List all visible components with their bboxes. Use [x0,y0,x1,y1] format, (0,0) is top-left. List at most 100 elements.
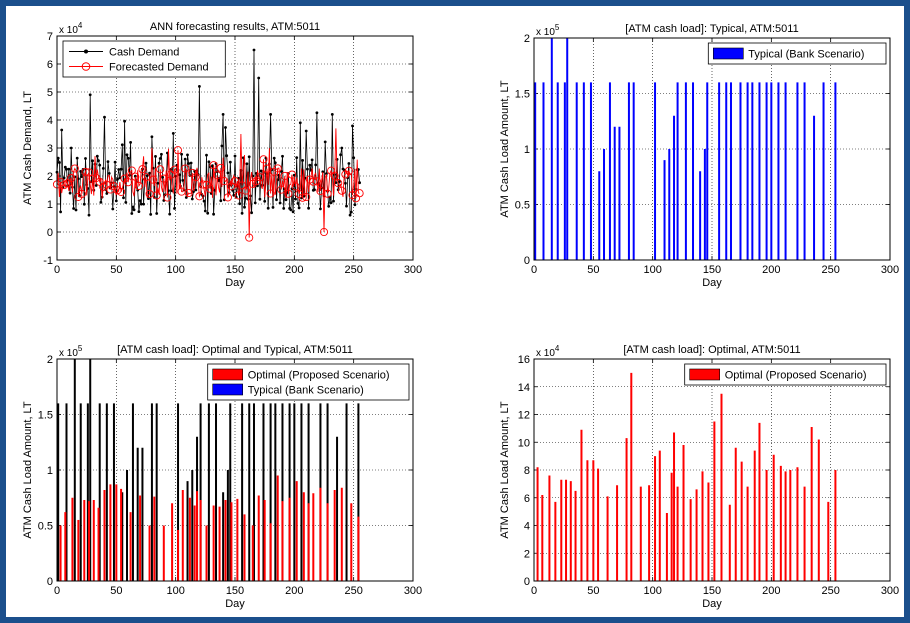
legend-box [707,42,887,65]
data-point-forecasted-demand [141,173,151,182]
data-point-cash-demand [160,152,163,156]
data-point-forecasted-demand [70,164,79,173]
data-point-cash-demand [117,168,121,171]
data-point-cash-demand [296,202,300,205]
x-tick-label: 0 [531,585,537,597]
data-point-forecasted-demand [198,180,208,189]
data-point-cash-demand [353,203,357,207]
data-point-cash-demand [97,159,100,163]
data-point-cash-demand [114,199,118,203]
data-point-cash-demand [62,176,66,180]
y-tick-label: 1 [524,144,530,156]
data-point-cash-demand [294,197,297,201]
data-point-cash-demand [202,199,206,203]
data-point-cash-demand [225,154,229,158]
y-tick-label: 1 [47,199,53,211]
legend-label: Optimal (Proposed Scenario) [248,370,390,382]
data-point-forecasted-demand [245,233,254,242]
data-point-cash-demand [94,184,98,187]
y-tick-label: 2 [524,548,530,560]
legend-label: Typical (Bank Scenario) [248,385,364,397]
data-point-cash-demand [206,211,210,215]
data-point-cash-demand [338,180,341,184]
y-tick-label: -1 [43,255,53,267]
data-point-forecasted-demand [170,165,179,174]
data-point-forecasted-demand [156,165,165,174]
x-tick-label: 0 [54,264,60,276]
data-point-cash-demand [298,121,302,125]
y-tick-label: 0 [47,227,53,239]
data-point-cash-demand [233,154,237,158]
legend-box [684,363,887,386]
data-point-forecasted-demand [131,172,140,181]
data-point-forecasted-demand [255,173,264,182]
x-tick-label: 100 [166,585,184,597]
data-point-cash-demand [289,208,293,212]
data-point-forecasted-demand [113,186,122,195]
data-point-cash-demand [348,213,352,217]
y-tick-label: 1 [47,465,53,477]
data-point-cash-demand [313,188,316,192]
y-tick-label: 1.5 [515,89,530,101]
data-point-cash-demand [184,196,188,199]
data-point-forecasted-demand [159,174,168,183]
legend-swatch [212,368,243,381]
data-point-forecasted-demand [152,191,161,200]
axis-exponent-power: 5 [555,23,560,32]
data-point-cash-demand [332,199,335,203]
x-tick-label: 50 [110,264,122,276]
data-point-cash-demand [358,181,361,185]
data-point-cash-demand [142,202,146,206]
data-point-forecasted-demand [259,155,268,164]
data-point-cash-demand [247,155,251,159]
legend-swatch [689,368,721,381]
data-point-cash-demand [306,167,309,171]
data-point-forecasted-demand [273,164,282,173]
data-point-forecasted-demand [195,192,204,201]
data-point-cash-demand [198,85,201,88]
data-point-cash-demand [325,172,328,176]
data-point-cash-demand [91,159,94,163]
data-point-cash-demand [125,153,129,157]
data-point-forecasted-demand [230,176,240,186]
chart-optimal-load: 0 50 100 150 200 250 300 0 2 4 6 8 10 12 14 16 [ATM cash… [499,344,899,610]
data-point-cash-demand [205,153,208,157]
x-tick-label: 300 [404,585,422,597]
data-point-cash-demand [252,48,256,52]
data-point-cash-demand [88,93,92,97]
data-point-cash-demand [345,204,348,208]
data-point-cash-demand [220,144,224,148]
x-tick-label: 300 [404,264,422,276]
legend-marker [81,62,91,71]
data-point-cash-demand [307,206,310,210]
data-point-cash-demand [180,152,184,156]
x-tick-label: 0 [531,264,537,276]
data-point-forecasted-demand [302,192,311,202]
x-tick-label: 150 [703,585,721,597]
data-point-cash-demand [314,163,318,167]
x-tick-label: 150 [226,585,244,597]
data-point-cash-demand [278,201,282,205]
data-point-forecasted-demand [277,185,286,194]
data-point-cash-demand [123,119,126,123]
x-tick-label: 250 [344,585,362,597]
data-point-cash-demand [269,113,272,116]
data-point-cash-demand [323,140,327,144]
data-point-cash-demand [243,205,246,209]
data-point-forecasted-demand [262,164,272,173]
y-tick-label: 5 [47,87,53,99]
data-point-cash-demand [187,162,191,165]
axis-exponent: x 105 [536,23,560,38]
data-point-forecasted-demand [213,171,222,180]
data-point-cash-demand [203,209,207,213]
data-point-cash-demand [119,167,123,171]
y-tick-label: 0.5 [515,200,530,212]
data-point-cash-demand [132,208,136,212]
data-point-forecasted-demand [355,189,364,198]
legend-label: Forecasted Demand [109,62,209,74]
x-tick-label: 150 [226,264,244,276]
data-point-cash-demand [72,207,75,210]
x-tick-label: 200 [285,585,303,597]
data-point-cash-demand [129,141,132,144]
